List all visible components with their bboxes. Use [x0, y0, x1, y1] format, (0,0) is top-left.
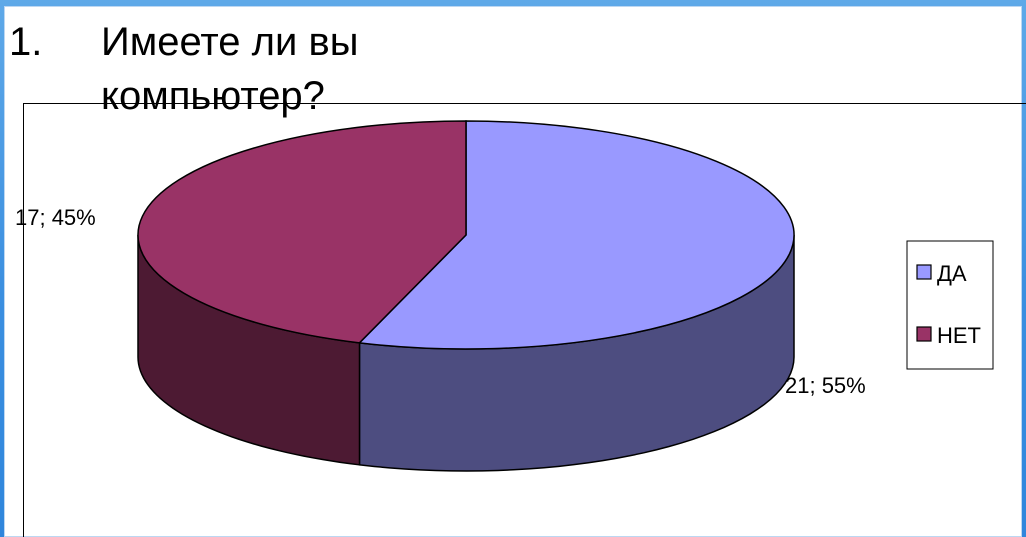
- pie-sides: [137, 234, 795, 472]
- pie-slice-da: [357, 120, 795, 350]
- pie-tops: [137, 120, 795, 350]
- pie-chart: 21; 55% 17; 45% ДА НЕТ: [15, 120, 994, 472]
- title-number: 1.: [9, 20, 43, 64]
- legend-box: [906, 240, 994, 370]
- legend-items: ДА НЕТ: [916, 261, 981, 348]
- slide-panel: 21; 55% 17; 45% ДА НЕТ 1. Имеете ли вы ком…: [4, 6, 1026, 537]
- legend-label-net: НЕТ: [937, 323, 981, 348]
- chart-frame: [23, 103, 1026, 537]
- title-line-1: Имеете ли вы: [101, 20, 359, 64]
- legend-swatch-da: [916, 264, 932, 280]
- title-line-2: компьютер?: [101, 74, 325, 118]
- pie-labels: 21; 55% 17; 45%: [15, 205, 866, 398]
- data-label-net: 17; 45%: [15, 205, 96, 230]
- pie-slice-net: [137, 120, 467, 344]
- legend-swatch-net: [916, 326, 932, 342]
- data-label-da: 21; 55%: [785, 373, 866, 398]
- legend: ДА НЕТ: [906, 240, 994, 370]
- legend-label-da: ДА: [937, 261, 967, 286]
